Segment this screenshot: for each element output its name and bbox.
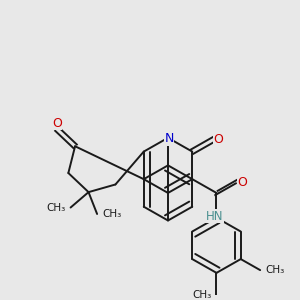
Text: O: O xyxy=(52,117,62,130)
Text: CH₃: CH₃ xyxy=(192,290,212,300)
Text: CH₃: CH₃ xyxy=(265,265,284,275)
Text: O: O xyxy=(237,176,247,189)
Text: N: N xyxy=(164,132,174,145)
Text: CH₃: CH₃ xyxy=(102,209,121,219)
Text: CH₃: CH₃ xyxy=(46,202,66,212)
Text: O: O xyxy=(213,133,223,146)
Text: HN: HN xyxy=(206,210,223,223)
